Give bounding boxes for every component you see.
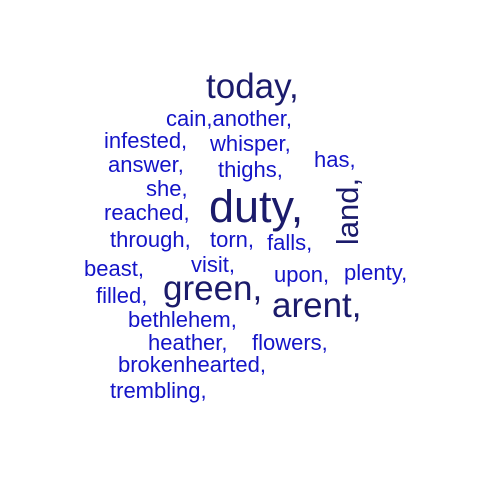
word-thighs: thighs,	[218, 157, 283, 182]
word-falls: falls,	[267, 230, 313, 255]
word-infested: infested,	[104, 128, 188, 153]
word-brokenhearted: brokenhearted,	[118, 352, 266, 377]
word-reached: reached,	[104, 200, 190, 225]
word-duty: duty,	[209, 181, 304, 232]
word-torn: torn,	[210, 227, 255, 252]
word-she: she,	[146, 176, 188, 201]
word-upon: upon,	[274, 262, 330, 287]
word-through: through,	[110, 227, 191, 252]
word-green: green,	[163, 269, 263, 308]
word-cain-another: cain,another,	[166, 106, 292, 131]
word-heather: heather,	[148, 330, 228, 355]
word-arent: arent,	[272, 286, 362, 325]
word-land: land,	[330, 177, 366, 246]
word-filled: filled,	[96, 283, 148, 308]
word-visit: visit,	[191, 252, 235, 277]
word-bethlehem: bethlehem,	[128, 307, 237, 332]
word-beast: beast,	[84, 256, 144, 281]
word-answer: answer,	[108, 152, 184, 177]
word-has: has,	[314, 147, 356, 172]
word-flowers: flowers,	[252, 330, 328, 355]
word-whisper: whisper,	[210, 131, 291, 156]
word-today: today,	[206, 67, 299, 106]
word-trembling: trembling,	[110, 378, 207, 403]
word-plenty: plenty,	[344, 260, 408, 285]
